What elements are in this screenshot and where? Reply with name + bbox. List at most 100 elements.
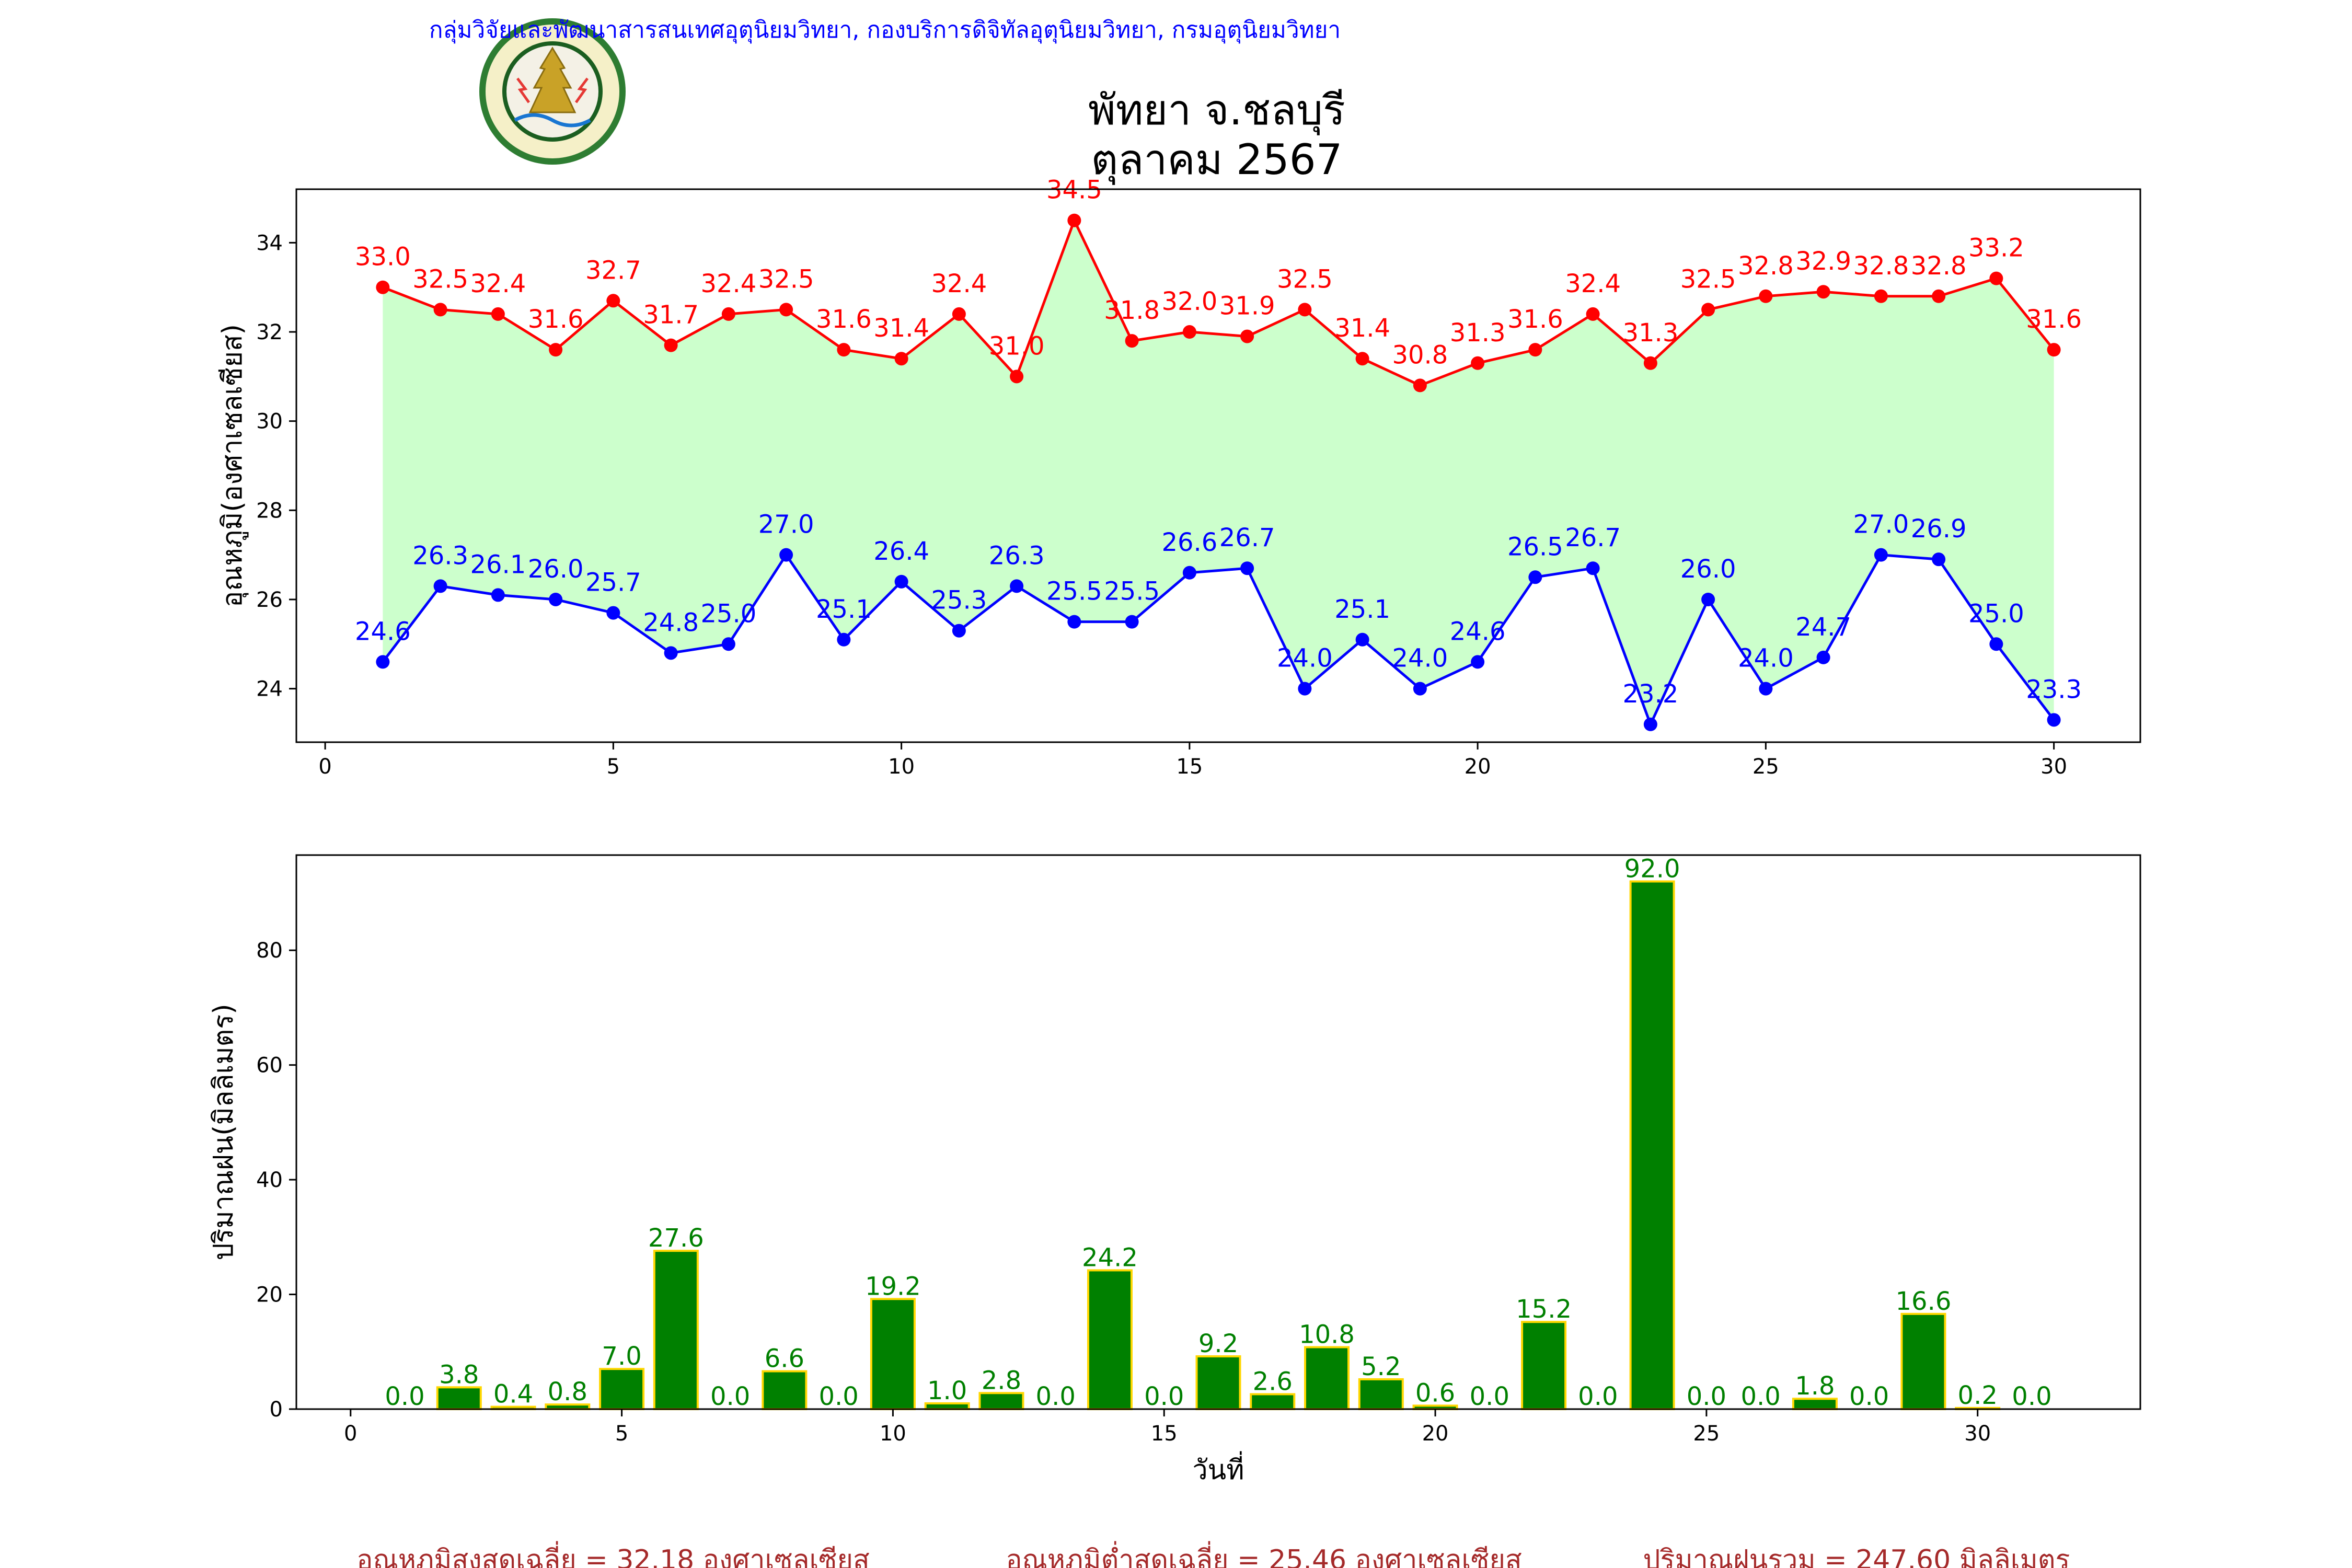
temperature-plot-frame <box>295 188 2141 743</box>
max-temperature-point <box>1355 352 1369 366</box>
max-temperature-point <box>837 343 851 357</box>
min-temperature-data-label: 25.1 <box>1334 595 1390 624</box>
rain-axes-layer: 0 5 10 15 20 25 30 0 20 40 60 80 <box>256 939 1991 1446</box>
max-temperature-data-label: 31.6 <box>2026 305 2082 334</box>
min-temperature-data-label: 25.0 <box>1968 599 2024 628</box>
temperature-range-fill <box>383 220 2054 724</box>
max-temperature-data-label: 32.0 <box>1161 287 1217 316</box>
max-temperature-point <box>721 307 735 321</box>
temperature-y-tick-label: 26 <box>256 588 283 612</box>
rain-y-axis-label: ปริมาณฝน(มิลลิเมตร) <box>208 1004 239 1260</box>
temperature-points-layer <box>376 213 2061 731</box>
rain-data-label: 0.8 <box>548 1377 587 1406</box>
max-temperature-data-label: 32.8 <box>1911 251 1967 281</box>
min-temperature-point <box>1125 615 1139 629</box>
min-temperature-point <box>376 655 390 669</box>
min-temperature-data-label: 25.5 <box>1046 577 1102 606</box>
min-temperature-point <box>1471 655 1485 669</box>
max-temperature-data-label: 32.4 <box>700 269 756 298</box>
min-temperature-data-label: 27.0 <box>1853 510 1909 539</box>
temperature-y-tick-label: 34 <box>256 231 283 255</box>
rain-y-tick-label: 40 <box>256 1168 283 1192</box>
rain-data-label: 27.6 <box>648 1224 704 1253</box>
rain-chart: 0.0 3.8 0.4 0.8 7.0 27.6 0.0 6.6 0.0 19.2 1.0 2.8 0.… <box>208 854 2141 1486</box>
min-temperature-point <box>1874 548 1888 562</box>
rain-data-label: 0.0 <box>1740 1382 1780 1411</box>
max-temperature-data-label: 33.0 <box>355 243 411 272</box>
max-temperature-data-label: 31.6 <box>1507 305 1563 334</box>
rain-data-label: 0.0 <box>1578 1382 1618 1411</box>
max-temperature-point <box>1125 334 1139 348</box>
min-temperature-data-label: 24.7 <box>1795 613 1851 642</box>
min-temperature-point <box>721 637 735 651</box>
min-temperature-data-label: 24.0 <box>1277 644 1333 673</box>
rain-y-tick-label: 60 <box>256 1054 283 1078</box>
rain-bar <box>1304 1346 1350 1411</box>
rain-x-tick-label: 25 <box>1693 1422 1720 1446</box>
summary-total-rain: ปริมาณฝนรวม = 247.60 มิลลิเมตร <box>1643 1544 2070 1568</box>
min-temperature-point <box>664 646 678 660</box>
rain-data-label: 19.2 <box>865 1272 921 1301</box>
min-temperature-data-label: 26.5 <box>1507 532 1563 561</box>
max-temperature-point <box>1528 343 1542 357</box>
min-temperature-point <box>1816 650 1830 664</box>
rain-data-label: 6.6 <box>765 1344 804 1374</box>
min-temperature-data-label: 26.1 <box>470 550 526 579</box>
max-temperature-point <box>664 338 678 352</box>
max-temperature-point <box>1701 303 1715 317</box>
temperature-x-tick-label: 5 <box>607 755 620 779</box>
min-temperature-point <box>1298 682 1312 696</box>
logo-lightning-left <box>516 77 531 103</box>
max-temperature-point <box>376 280 390 294</box>
rain-bar <box>978 1392 1024 1411</box>
min-temperature-point <box>433 579 447 593</box>
max-temperature-point <box>2047 343 2061 357</box>
max-temperature-point <box>1932 289 1946 303</box>
max-temperature-point <box>1586 307 1600 321</box>
rain-data-label: 9.2 <box>1198 1329 1238 1358</box>
temperature-y-tick-label: 24 <box>256 677 283 701</box>
min-temperature-point <box>779 548 793 562</box>
min-temperature-data-label: 26.3 <box>412 541 468 570</box>
rain-data-label: 15.2 <box>1516 1295 1572 1324</box>
min-temperature-point <box>606 606 620 620</box>
min-temperature-line <box>382 552 2055 728</box>
rain-data-label: 92.0 <box>1624 854 1680 883</box>
min-temperature-data-label: 26.7 <box>1565 523 1621 552</box>
min-temperature-data-label: 26.3 <box>989 541 1045 570</box>
rain-data-label: 0.4 <box>493 1380 533 1409</box>
rain-bar <box>1195 1355 1241 1410</box>
agency-line: กลุ่มวิจัยและพัฒนาสารสนเทศอุตุนิยมวิทยา,… <box>429 17 1341 44</box>
summary-average-min: อุณหภูมิต่ำสุดเฉลี่ย = 25.46 องศาเซลเซีย… <box>1006 1541 1521 1568</box>
rain-data-label: 0.0 <box>1470 1382 1509 1411</box>
max-temperature-data-label: 32.5 <box>758 264 814 294</box>
rain-x-tick-label: 30 <box>1964 1422 1991 1446</box>
temperature-axes-layer: 0 5 10 15 20 25 30 24 26 28 30 32 34 <box>256 231 2067 779</box>
max-temperature-point <box>1471 356 1485 370</box>
min-temperature-data-label: 24.0 <box>1392 644 1448 673</box>
rain-y-tick-label: 20 <box>256 1283 283 1307</box>
min-temperature-data-label: 26.9 <box>1911 514 1967 544</box>
min-temperature-data-label: 26.6 <box>1161 528 1217 557</box>
max-temperature-data-label: 33.2 <box>1968 234 2024 263</box>
rain-data-label: 0.0 <box>1687 1382 1726 1411</box>
rain-bar <box>436 1386 482 1410</box>
min-temperature-data-label: 23.3 <box>2026 675 2082 704</box>
rain-data-label: 3.8 <box>439 1360 479 1389</box>
max-temperature-data-label: 31.6 <box>816 305 872 334</box>
rain-data-label: 16.6 <box>1896 1287 1952 1316</box>
rain-bar <box>599 1368 645 1411</box>
min-temperature-data-label: 25.0 <box>700 599 756 628</box>
temperature-x-tick-label: 15 <box>1176 755 1203 779</box>
max-temperature-data-label: 32.9 <box>1795 247 1851 276</box>
rain-bar <box>1358 1378 1404 1410</box>
rain-bar <box>1629 880 1675 1410</box>
max-temperature-data-label: 31.6 <box>528 305 584 334</box>
max-temperature-point <box>1874 289 1888 303</box>
max-temperature-point <box>1989 271 2003 285</box>
rain-bar <box>653 1250 699 1410</box>
max-temperature-data-label: 31.0 <box>989 331 1045 361</box>
min-temperature-data-label: 25.3 <box>931 586 987 615</box>
rain-data-label: 1.0 <box>927 1376 967 1405</box>
